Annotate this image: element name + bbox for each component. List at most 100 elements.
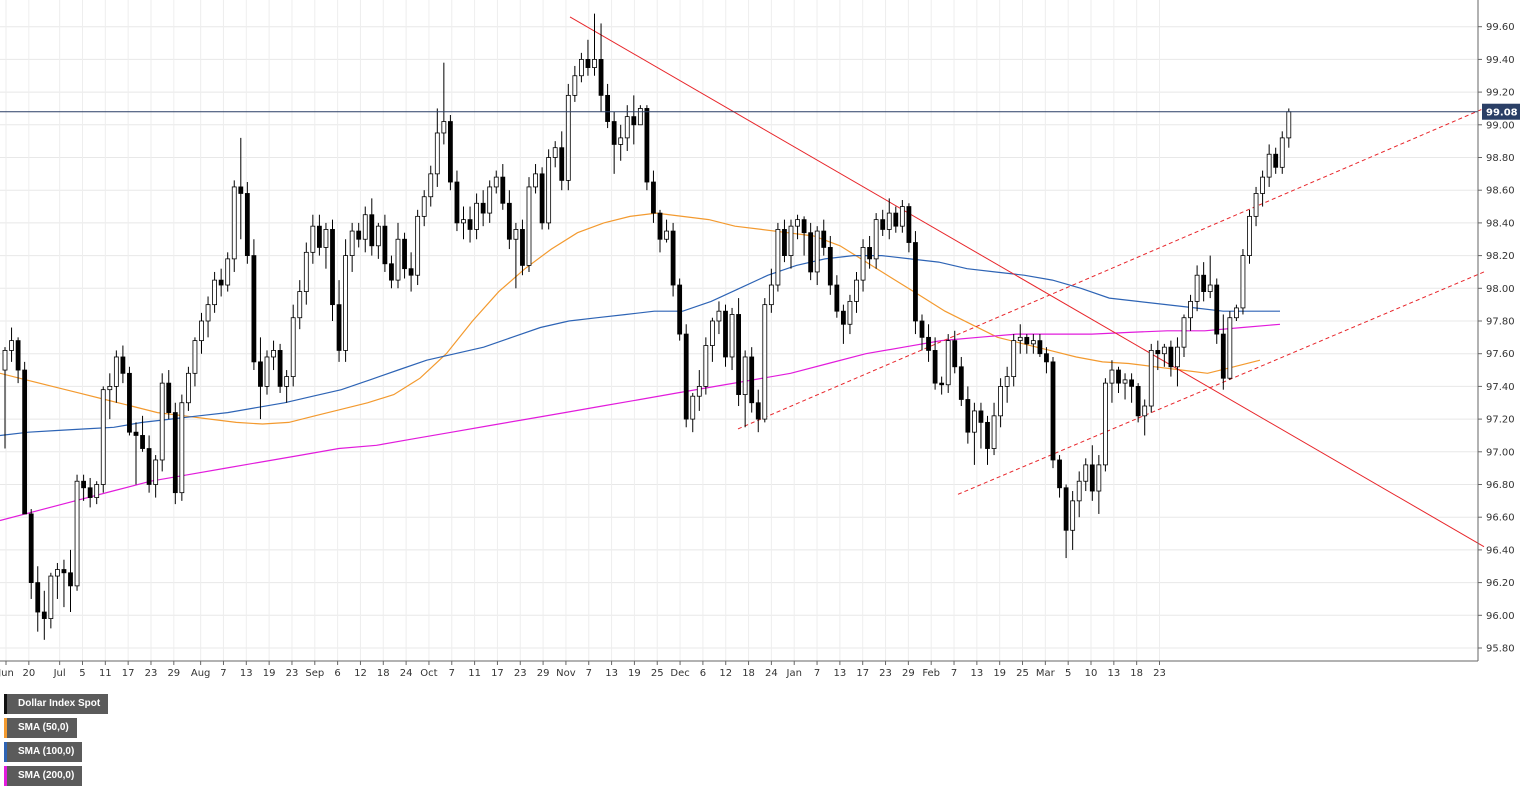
x-tick-label: 6 [334,668,340,679]
x-tick-label: 29 [167,668,180,679]
candle-body [657,212,663,240]
candle-body [572,75,578,96]
x-tick-label: 23 [1153,668,1166,679]
candle-body [1240,255,1246,309]
candle-body [945,340,951,386]
x-tick-label: 25 [651,668,664,679]
candle-body [1037,340,1043,355]
candle-body [1168,346,1174,368]
candle-body [395,238,401,281]
candle-body [631,116,637,126]
candle-body [716,310,722,322]
candle-body [94,484,100,498]
candle-body [1057,459,1062,489]
x-tick-label: Oct [420,668,437,679]
candle-body [1201,274,1207,292]
candle-body [127,372,132,433]
candle-body [48,575,54,619]
candle-body [1175,346,1180,368]
candle-body [565,94,571,181]
candle-body [185,372,191,404]
x-tick-label: 17 [856,668,869,679]
candle-body [762,304,768,420]
x-tick-label: 6 [700,668,706,679]
y-tick-label: 98.60 [1486,186,1515,197]
candle-body [1129,379,1134,387]
x-tick-label: Dec [670,668,689,679]
candle-body [1116,369,1121,384]
x-axis: Jun 20 Jul 5 11 17 23 29 Aug 7 13 19 23 Sep 6 12 18 24 Oct… [0,660,1478,679]
candle-body [35,582,41,613]
y-tick-label: 97.60 [1486,349,1515,360]
candle-body [1266,153,1272,178]
candle-body [867,247,872,260]
candle-body [880,219,886,230]
candle-body [683,333,689,420]
candle-body [15,340,21,371]
candle-body [1161,346,1167,355]
candle-body [1273,153,1279,168]
candle-body [1109,369,1115,384]
candle-body [854,279,859,302]
candle-body [408,268,414,276]
candle-body [192,340,198,374]
candle-body [369,214,375,247]
candle-body [690,395,696,420]
candle-body [618,137,624,145]
x-tick-label: 23 [145,668,158,679]
sma-50-line [0,212,1261,425]
x-tick-label: 11 [468,668,481,679]
candle-body [1076,480,1082,502]
candle-body [1279,137,1285,168]
candle-body [461,219,466,224]
candle-body [1063,487,1069,531]
candle-body [140,435,145,449]
candle-body [651,181,656,214]
y-tick-label: 97.40 [1486,382,1515,393]
candle-body [736,314,741,395]
y-tick-label: 96.60 [1486,513,1515,524]
candle-body [349,230,355,256]
candle-body [159,382,165,461]
candle-body [539,173,545,224]
candle-body [356,230,362,240]
candle-body [1044,353,1049,363]
legend-item-sma-100: SMA (100,0) [4,742,83,762]
y-tick-label: 99.40 [1486,55,1515,66]
candle-body [172,412,178,494]
x-tick-label: 18 [742,668,755,679]
candle-body [886,212,892,230]
candle-body [1103,382,1108,466]
candle-body [978,410,984,423]
candle-body [742,356,748,395]
y-tick-label: 98.20 [1486,251,1515,262]
x-tick-label: Feb [922,668,940,679]
x-tick-label: 13 [605,668,618,679]
candle-body [559,147,565,181]
candle-body [991,415,997,449]
candle-body [847,300,853,325]
y-tick-label: 98.00 [1486,284,1515,295]
x-tick-label: 11 [99,668,112,679]
candle-body [755,402,761,420]
candle-body [251,255,257,363]
candle-body [1050,361,1056,461]
candle-body [441,121,447,134]
candle-body [814,230,820,273]
candle-body [1024,336,1030,345]
candle-body [218,279,224,286]
x-tick-label: Sep [305,668,324,679]
candle-body [277,350,283,387]
candle-body [965,399,971,433]
x-tick-label: 12 [354,668,367,679]
y-axis: 95.80 96.00 96.20 96.40 96.60 96.80 97.00 97.20… [1477,0,1515,661]
candle-body [454,181,460,224]
x-tick-label: Mar [1036,668,1056,679]
candle-body [1207,284,1213,292]
candle-body [1253,193,1259,217]
x-tick-label: 24 [765,668,778,679]
y-tick-label: 96.00 [1486,611,1515,622]
candle-body [1148,350,1154,407]
candle-body [952,340,958,368]
candle-body [336,304,342,351]
